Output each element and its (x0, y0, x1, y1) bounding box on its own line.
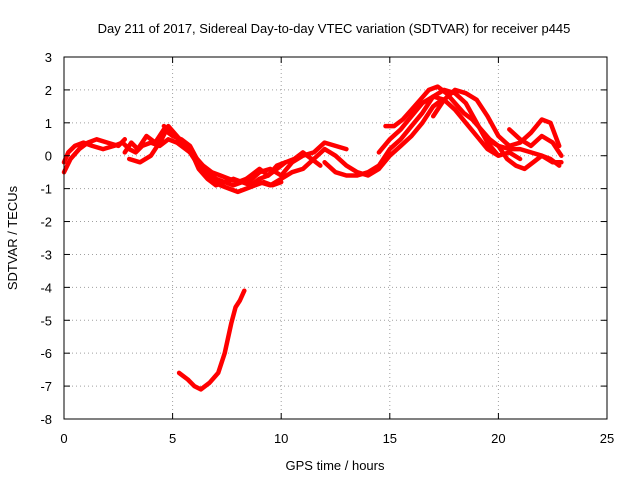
series-line-9 (376, 94, 523, 162)
series-line-10 (383, 84, 562, 172)
y-tick-label: -5 (40, 313, 52, 328)
x-tick-label: 5 (169, 431, 176, 446)
y-tick-label: -3 (40, 247, 52, 262)
series-line-2 (61, 137, 128, 175)
series-line-14 (176, 288, 247, 392)
y-tick-label: 2 (45, 83, 52, 98)
x-tick-label: 25 (600, 431, 614, 446)
y-tick-label: -4 (40, 280, 52, 295)
series-line-13 (507, 127, 564, 158)
series-line-5 (161, 123, 323, 188)
y-tick-label: -1 (40, 182, 52, 197)
data-series-layer (61, 84, 564, 392)
x-tick-label: 0 (60, 431, 67, 446)
series-line-3 (122, 127, 288, 188)
series-line-7 (257, 97, 445, 188)
series-line-1 (61, 137, 262, 185)
y-tick-label: -7 (40, 379, 52, 394)
y-tick-label: -2 (40, 215, 52, 230)
y-tick-label: 3 (45, 50, 52, 65)
series-line-8 (322, 87, 501, 178)
series-line-11 (430, 87, 562, 149)
x-axis-label: GPS time / hours (286, 458, 385, 473)
y-tick-label: 0 (45, 149, 52, 164)
grid-lines (64, 57, 607, 419)
chart-title: Day 211 of 2017, Sidereal Day-to-day VTE… (98, 21, 571, 36)
series-line-6 (246, 140, 349, 185)
plot-frame (63, 56, 608, 420)
x-tick-label: 20 (491, 431, 505, 446)
y-tick-label: -8 (40, 412, 52, 427)
y-tick-label: 1 (45, 116, 52, 131)
x-tick-label: 10 (274, 431, 288, 446)
y-tick-label: -6 (40, 346, 52, 361)
x-tick-label: 15 (383, 431, 397, 446)
series-line-12 (485, 137, 564, 165)
y-axis-label: SDTVAR / TECUs (5, 185, 20, 290)
